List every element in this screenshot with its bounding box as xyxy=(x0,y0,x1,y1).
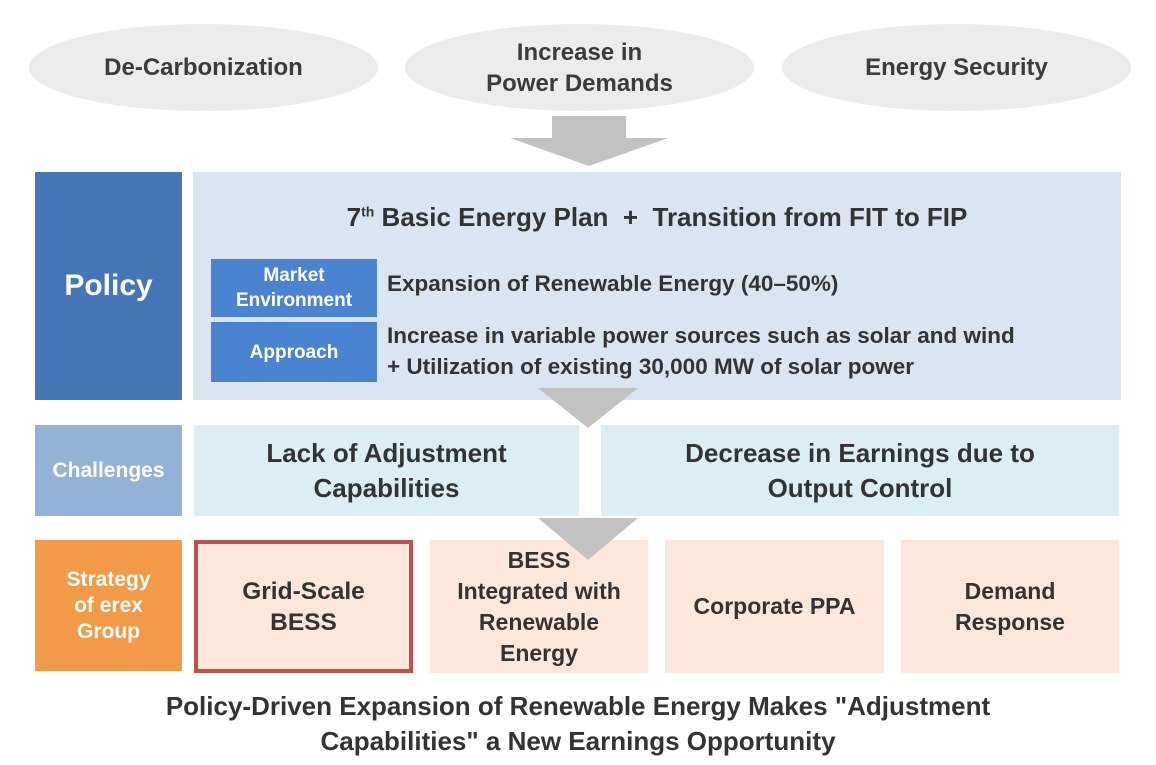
strategy-label-line2: of erex xyxy=(74,593,143,617)
policy-row-label: Policy xyxy=(35,172,182,400)
market-tag-line1: Market xyxy=(263,265,325,286)
strategy-line: Demand xyxy=(964,577,1056,604)
approach-text-line1: Increase in variable power sources such … xyxy=(387,323,1015,348)
policy-title-number: 7 xyxy=(346,201,362,232)
footer-caption: Policy-Driven Expansion of Renewable Ene… xyxy=(0,688,1156,760)
driver-energy-security: Energy Security xyxy=(782,24,1131,111)
driver-label: De-Carbonization xyxy=(104,54,303,81)
driver-label: Energy Security xyxy=(865,54,1048,81)
strategy-line: Integrated with xyxy=(457,577,621,604)
challenges-row-label: Challenges xyxy=(35,425,182,516)
strategy-row-label: Strategy of erex Group xyxy=(35,540,182,671)
strategy-line: BESS xyxy=(507,546,571,573)
market-environment-text: Expansion of Renewable Energy (40–50%) xyxy=(387,271,839,296)
strategy-line: Grid-Scale xyxy=(242,577,365,605)
driver-decarbonization: De-Carbonization xyxy=(29,24,378,111)
policy-label-text: Policy xyxy=(64,269,153,302)
strategy-line: Corporate PPA xyxy=(693,593,856,619)
strategy-grid-scale-bess: Grid-Scale BESS xyxy=(194,540,413,673)
challenge-line1: Lack of Adjustment xyxy=(266,437,507,468)
strategy-demand-response: Demand Response xyxy=(901,540,1119,673)
strategy-line: Response xyxy=(955,608,1065,635)
strategy-line: Energy xyxy=(500,639,578,666)
down-arrow-icon xyxy=(538,388,638,428)
challenge-line1: Decrease in Earnings due to xyxy=(685,437,1035,468)
policy-title: 7th Basic Energy Plan + Transition from … xyxy=(193,197,1121,237)
strategy-label-line3: Group xyxy=(77,619,140,643)
challenge-line2: Output Control xyxy=(767,472,953,503)
strategy-corporate-ppa: Corporate PPA xyxy=(665,540,884,673)
strategy-line: Renewable xyxy=(478,608,600,635)
challenge-adjustment-capabilities: Lack of Adjustment Capabilities xyxy=(194,425,579,516)
driver-label-line1: Increase in xyxy=(516,38,643,66)
down-arrow-icon xyxy=(538,518,638,560)
approach-tag-text: Approach xyxy=(249,341,339,363)
challenge-earnings-decrease: Decrease in Earnings due to Output Contr… xyxy=(601,425,1119,516)
footer-line1: Policy-Driven Expansion of Renewable Ene… xyxy=(165,691,991,721)
down-arrow-icon xyxy=(510,116,668,166)
policy-title-text: Basic Energy Plan + Transition from FIT … xyxy=(374,201,968,232)
approach-text-line2: + Utilization of existing 30,000 MW of s… xyxy=(387,354,914,379)
challenge-line2: Capabilities xyxy=(313,472,460,503)
market-environment-tag: Market Environment xyxy=(211,259,377,317)
footer-line2: Capabilities" a New Earnings Opportunity xyxy=(320,726,836,756)
driver-power-demands: Increase in Power Demands xyxy=(405,24,754,111)
market-tag-line2: Environment xyxy=(235,290,353,311)
strategy-bess-integrated: BESS Integrated with Renewable Energy xyxy=(430,540,648,673)
challenges-label-text: Challenges xyxy=(52,458,165,482)
strategy-line: BESS xyxy=(270,608,337,636)
driver-label-line2: Power Demands xyxy=(486,69,673,97)
strategy-label-line1: Strategy xyxy=(66,567,151,591)
approach-tag: Approach xyxy=(211,322,377,382)
policy-title-ordinal: th xyxy=(361,202,375,219)
